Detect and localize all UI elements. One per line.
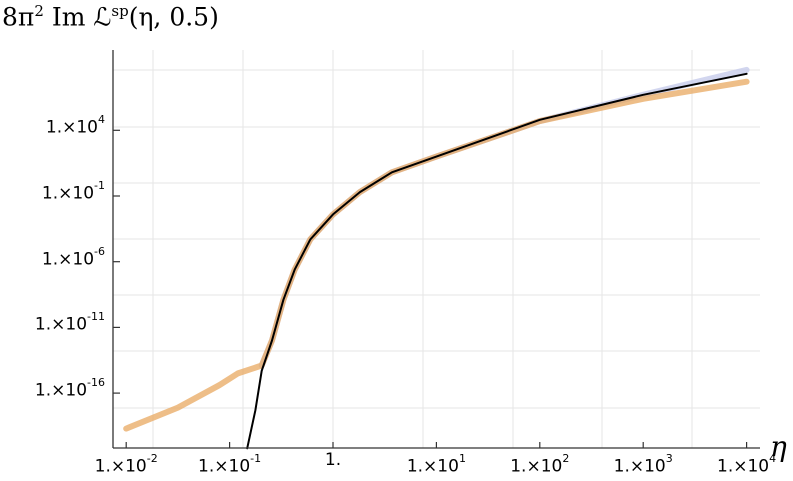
x-axis-label: η <box>770 430 787 463</box>
x-tick-label: 1.×102 <box>510 452 570 477</box>
gridlines <box>113 50 760 448</box>
x-tick-label: 1.×10-1 <box>198 452 262 477</box>
y-tick-label: 1.×10-11 <box>34 310 105 336</box>
y-tick-label: 1.×10-6 <box>41 244 105 270</box>
series-line-0 <box>258 66 750 369</box>
series-line-1 <box>123 78 750 432</box>
y-tick-label: 1.×10-1 <box>41 179 105 204</box>
y-tick-label: 1.×104 <box>45 113 105 138</box>
x-tick-label: 1.×103 <box>613 452 673 477</box>
x-tick-label: 1. <box>324 450 342 470</box>
x-tick-label: 1.×101 <box>406 452 466 477</box>
y-tick-label: 1.×10-16 <box>34 376 105 401</box>
axes <box>112 50 760 449</box>
series-line-2 <box>246 72 748 450</box>
x-tick-label: 1.×10-2 <box>94 452 158 477</box>
x-tick-label: 1.×104 <box>717 452 777 477</box>
chart-title: 8π2 Im ℒsp(η, 0.5) <box>2 2 219 32</box>
data-series <box>123 66 750 450</box>
